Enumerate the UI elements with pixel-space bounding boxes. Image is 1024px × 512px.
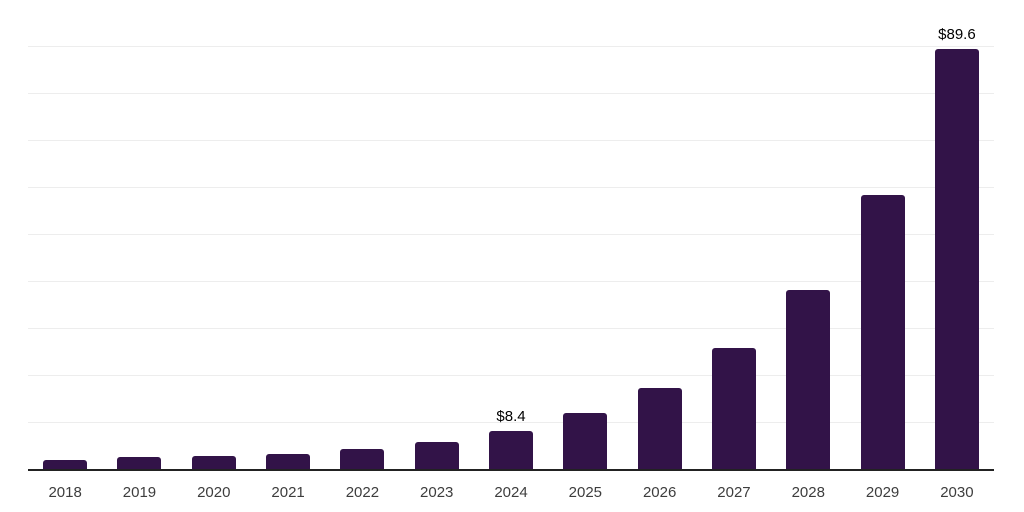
x-tick-label: 2019 — [122, 484, 157, 501]
bar-2025 — [563, 412, 608, 470]
bar-slot — [325, 0, 399, 470]
x-tick-label: 2028 — [791, 484, 825, 501]
bar-2024 — [489, 430, 534, 470]
x-axis-line — [28, 469, 994, 471]
bar-slot — [771, 0, 845, 470]
gridline — [28, 93, 994, 94]
gridline — [28, 375, 994, 376]
bar-2020 — [191, 455, 236, 470]
x-tick-label: 2030 — [940, 484, 974, 501]
bar-2027 — [711, 347, 756, 470]
x-tick-label: 2020 — [197, 484, 231, 501]
bar-value-label: $89.6 — [938, 25, 976, 43]
x-tick-label: 2025 — [568, 484, 603, 501]
gridline — [28, 46, 994, 47]
bar-slot — [623, 0, 697, 470]
bar-2030 — [934, 48, 979, 470]
bar-2018 — [43, 459, 88, 470]
bar-2022 — [340, 448, 385, 470]
x-tick-label: 2024 — [494, 484, 528, 501]
bar-2021 — [266, 453, 311, 470]
bar-slot — [400, 0, 474, 470]
gridline — [28, 187, 994, 188]
x-tick-label: 2029 — [865, 484, 900, 501]
bar-slots: $8.4 $89.6 — [28, 0, 994, 470]
bar-slot — [251, 0, 325, 470]
bar-2026 — [637, 388, 682, 470]
bar-2023 — [414, 441, 459, 470]
gridline — [28, 328, 994, 329]
bar-2028 — [786, 290, 831, 470]
gridline — [28, 281, 994, 282]
bar-value-label: $8.4 — [496, 407, 526, 425]
bar-slot — [548, 0, 622, 470]
x-tick-label: 2018 — [48, 484, 82, 501]
bar-slot: $8.4 — [474, 0, 548, 470]
bar-2029 — [860, 194, 905, 470]
bar-2019 — [117, 457, 162, 470]
x-tick-label: 2027 — [717, 484, 751, 501]
x-tick-label: 2026 — [642, 484, 677, 501]
plot-area: $8.4 $89.6 — [28, 0, 994, 470]
x-tick-label: 2022 — [345, 484, 380, 501]
x-tick-label: 2023 — [420, 484, 454, 501]
gridline — [28, 422, 994, 423]
x-axis: 2018 2019 2020 2021 2022 2023 2024 2025 2026 2027… — [28, 484, 994, 502]
bar-slot — [697, 0, 771, 470]
bar-slot — [102, 0, 176, 470]
bar-slot — [177, 0, 251, 470]
bar-slot — [28, 0, 102, 470]
gridline — [28, 140, 994, 141]
x-tick-label: 2021 — [271, 484, 305, 501]
gridline — [28, 234, 994, 235]
bar-slot — [845, 0, 919, 470]
bar-slot: $89.6 — [920, 0, 994, 470]
